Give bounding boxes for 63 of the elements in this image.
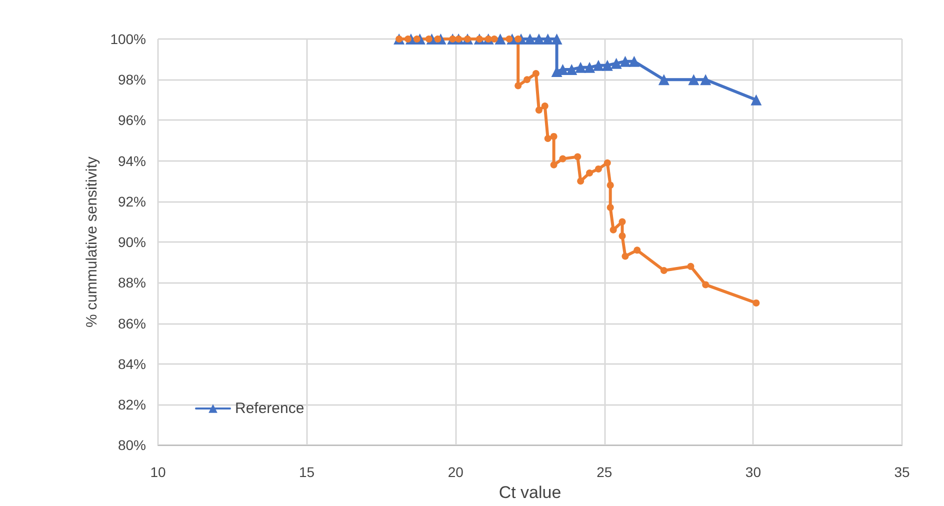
- point: [750, 94, 762, 106]
- x-tick-label: 10: [150, 464, 166, 480]
- point: [752, 299, 760, 306]
- y-tick-label: 88%: [118, 274, 146, 291]
- point: [575, 62, 586, 73]
- point: [533, 34, 544, 44]
- x-tick-label: 15: [299, 464, 315, 480]
- point: [618, 232, 626, 240]
- y-tick-label: 94%: [118, 152, 146, 169]
- x-tick-label: 20: [448, 464, 464, 480]
- point: [544, 134, 552, 142]
- point: [584, 62, 596, 73]
- point: [594, 165, 602, 172]
- point: [535, 106, 542, 114]
- y-axis-title: % cummulative sensitivity: [83, 156, 100, 328]
- point: [541, 102, 548, 110]
- x-tick-label: 25: [596, 464, 612, 480]
- point: [606, 204, 614, 212]
- point: [604, 159, 611, 166]
- y-tick-label: 90%: [118, 234, 146, 250]
- point: [620, 56, 631, 67]
- x-axis-title: Ct value: [498, 483, 562, 502]
- point: [687, 262, 694, 270]
- point: [586, 170, 594, 177]
- legend-label: Reference: [235, 400, 304, 417]
- point: [524, 76, 531, 84]
- point: [688, 74, 700, 86]
- point: [606, 182, 614, 189]
- point: [618, 218, 626, 226]
- point: [622, 252, 629, 260]
- point: [610, 58, 622, 69]
- point: [550, 161, 558, 168]
- y-tick-label: 100%: [110, 31, 146, 47]
- y-tick-label: 92%: [118, 193, 146, 210]
- point: [490, 36, 498, 42]
- point: [658, 74, 670, 86]
- point: [628, 56, 640, 67]
- y-tick-label: 84%: [118, 356, 146, 372]
- y-tick-label: 82%: [118, 396, 146, 412]
- x-tick-label: 35: [894, 464, 910, 480]
- point: [551, 34, 562, 44]
- point: [660, 266, 668, 274]
- point: [559, 155, 566, 162]
- point: [514, 82, 522, 90]
- point: [550, 132, 558, 140]
- point: [634, 246, 641, 254]
- point: [610, 226, 617, 234]
- point: [524, 34, 536, 44]
- point: [542, 34, 554, 44]
- point: [532, 70, 540, 78]
- x-tick-label: 30: [745, 464, 762, 480]
- point: [702, 281, 710, 288]
- y-tick-label: 98%: [118, 72, 146, 88]
- point: [700, 74, 712, 86]
- point: [566, 64, 578, 75]
- y-tick-label: 96%: [118, 112, 146, 128]
- point: [577, 178, 584, 185]
- y-tick-label: 86%: [118, 315, 146, 332]
- y-tick-label: 80%: [118, 437, 146, 454]
- point: [494, 34, 506, 44]
- point: [602, 60, 613, 71]
- point: [592, 60, 604, 71]
- point: [574, 153, 582, 160]
